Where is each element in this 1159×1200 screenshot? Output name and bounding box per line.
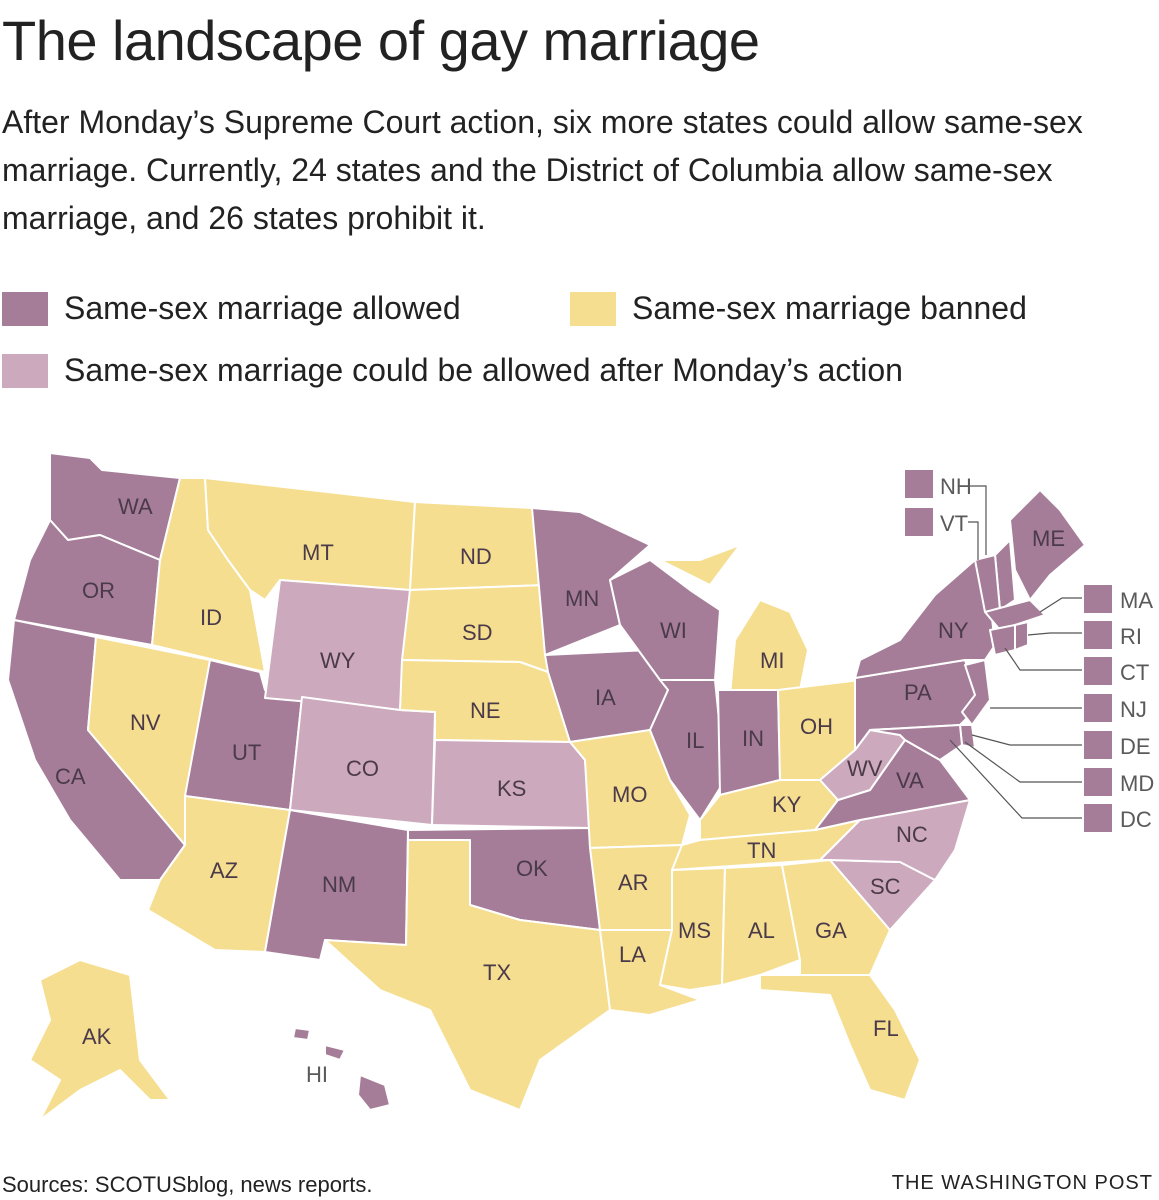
leader-DE (971, 734, 1082, 746)
label-TN: TN (747, 838, 776, 863)
label-OH: OH (800, 714, 833, 739)
small-box-RI[interactable] (1084, 621, 1112, 649)
state-WI[interactable] (609, 559, 721, 681)
leader-MD (964, 741, 1082, 783)
state-HI-3[interactable] (357, 1074, 391, 1111)
label-MI: MI (760, 648, 784, 673)
small-label-DE: DE (1120, 734, 1151, 759)
state-FL[interactable] (759, 974, 921, 1101)
label-IN: IN (742, 726, 764, 751)
label-MO: MO (612, 782, 647, 807)
legend-item-banned: Same-sex marriage banned (570, 290, 1027, 327)
label-TX: TX (483, 960, 511, 985)
legend-swatch-banned (570, 291, 616, 326)
label-SD: SD (462, 620, 493, 645)
small-label-CT: CT (1120, 660, 1149, 685)
small-label-NH: NH (940, 474, 972, 499)
small-label-MD: MD (1120, 771, 1154, 796)
leader-CT (1004, 647, 1082, 671)
state-NY[interactable] (854, 559, 996, 679)
label-ND: ND (460, 544, 492, 569)
leader-RI (1027, 632, 1082, 636)
small-box-CT[interactable] (1084, 657, 1112, 685)
small-label-RI: RI (1120, 624, 1142, 649)
label-CA: CA (55, 764, 86, 789)
small-label-DC: DC (1120, 807, 1152, 832)
small-box-MD[interactable] (1084, 768, 1112, 796)
leader-DC (949, 739, 1082, 819)
legend-label-banned: Same-sex marriage banned (632, 290, 1027, 326)
label-AR: AR (618, 870, 649, 895)
state-MI-upper[interactable] (659, 544, 741, 586)
label-VA: VA (896, 768, 924, 793)
state-MA[interactable] (984, 599, 1046, 631)
small-label-NJ: NJ (1120, 697, 1147, 722)
label-HI: HI (306, 1062, 328, 1087)
label-NY: NY (938, 618, 969, 643)
label-AZ: AZ (210, 858, 238, 883)
label-OK: OK (516, 856, 548, 881)
label-ME: ME (1032, 526, 1065, 551)
small-box-NJ[interactable] (1084, 694, 1112, 722)
label-MS: MS (678, 918, 711, 943)
label-NE: NE (470, 698, 501, 723)
label-MT: MT (302, 540, 334, 565)
state-AK[interactable] (29, 959, 171, 1121)
publisher-credit: THE WASHINGTON POST (891, 1172, 1153, 1194)
small-label-VT: VT (940, 511, 968, 536)
state-MD[interactable] (869, 724, 963, 761)
label-NC: NC (896, 822, 928, 847)
state-CT[interactable] (989, 624, 1016, 656)
leader-VT (968, 521, 979, 560)
label-ID: ID (200, 605, 222, 630)
label-WA: WA (118, 494, 153, 519)
state-ME[interactable] (1009, 489, 1086, 601)
state-AL[interactable] (721, 864, 801, 986)
label-IL: IL (686, 728, 704, 753)
legend-swatch-allowed (2, 291, 48, 326)
small-box-MA[interactable] (1084, 585, 1112, 613)
label-AK: AK (82, 1024, 112, 1049)
leader-MA (1039, 597, 1082, 613)
label-WY: WY (320, 648, 356, 673)
legend-label-allowed: Same-sex marriage allowed (64, 290, 461, 326)
label-CO: CO (346, 756, 379, 781)
legend-swatch-could (2, 353, 48, 388)
state-HI[interactable] (292, 1027, 311, 1041)
leader-NH (968, 485, 987, 555)
state-HI-2[interactable] (324, 1044, 346, 1061)
label-WV: WV (847, 756, 883, 781)
label-FL: FL (873, 1016, 899, 1041)
label-IA: IA (595, 685, 616, 710)
state-IL[interactable] (649, 679, 726, 821)
state-TX[interactable] (324, 839, 611, 1111)
page-title: The landscape of gay marriage (2, 9, 760, 72)
source-note: Sources: SCOTUSblog, news reports. (2, 1172, 373, 1197)
label-KY: KY (772, 792, 802, 817)
label-GA: GA (815, 918, 847, 943)
label-OR: OR (82, 578, 115, 603)
label-LA: LA (619, 942, 646, 967)
label-WI: WI (660, 618, 687, 643)
legend-label-could: Same-sex marriage could be allowed after… (64, 352, 903, 388)
small-box-NH[interactable] (905, 470, 933, 498)
small-box-DE[interactable] (1084, 731, 1112, 759)
legend-item-could: Same-sex marriage could be allowed after… (2, 352, 903, 389)
small-label-MA: MA (1120, 588, 1153, 613)
us-map: NH VT MA RI CT NJ DE MD DC WA OR CA ID N… (7, 452, 1154, 1121)
legend-item-allowed: Same-sex marriage allowed (2, 290, 461, 327)
label-NM: NM (322, 872, 356, 897)
label-PA: PA (904, 680, 932, 705)
label-AL: AL (748, 918, 775, 943)
page-subtitle: After Monday’s Supreme Court action, six… (2, 104, 1083, 236)
state-WY[interactable] (264, 579, 411, 711)
small-box-DC[interactable] (1084, 804, 1112, 832)
label-MN: MN (565, 586, 599, 611)
label-UT: UT (232, 740, 261, 765)
label-SC: SC (870, 874, 901, 899)
label-NV: NV (130, 710, 161, 735)
state-RI[interactable] (1014, 621, 1029, 651)
small-box-VT[interactable] (905, 508, 933, 536)
label-KS: KS (497, 776, 526, 801)
